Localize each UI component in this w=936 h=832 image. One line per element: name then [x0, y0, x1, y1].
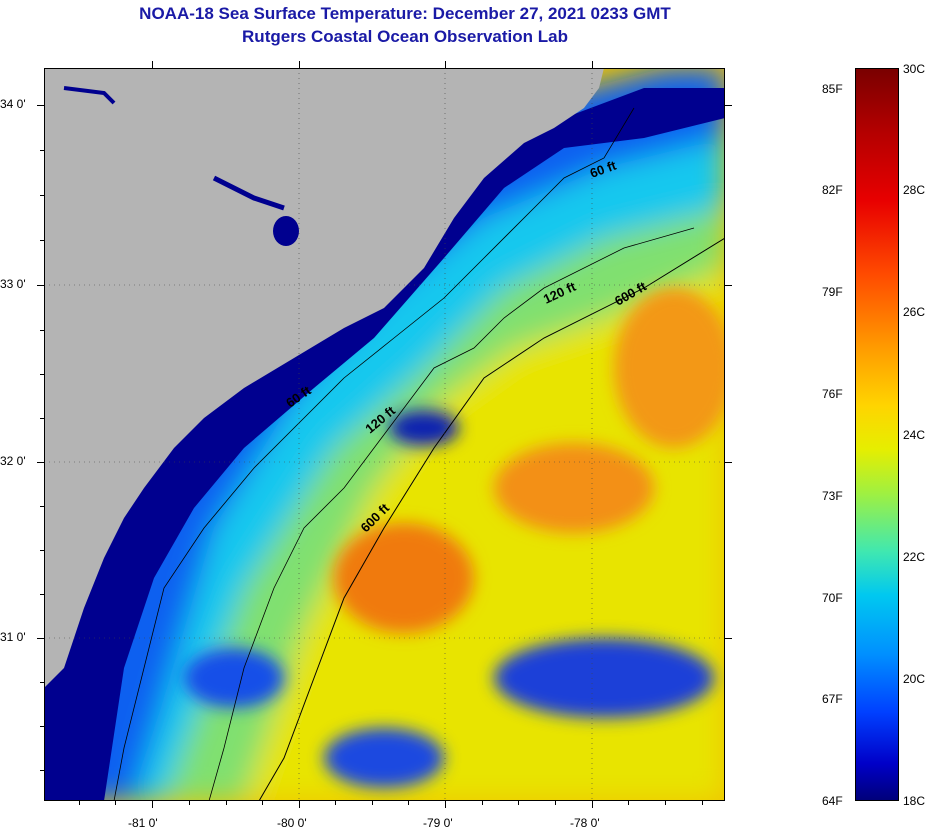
sst-map: 60 ft 120 ft 600 ft 60 ft 120 ft 600 ft [44, 68, 725, 801]
colorbar-fahrenheit-label: 73F [822, 489, 843, 503]
lon-label: -78 0' [570, 816, 600, 830]
colorbar-celsius-label: 22C [903, 550, 926, 564]
cold-patch-2 [494, 638, 714, 718]
lon-label: -79 0' [423, 816, 453, 830]
sst-cyan-band [44, 98, 725, 801]
warm-patch-3 [614, 288, 725, 448]
map-title: NOAA-18 Sea Surface Temperature: Decembe… [139, 4, 671, 23]
land-area [44, 68, 604, 688]
colorbar-fahrenheit-label: 70F [822, 591, 843, 605]
colorbar-celsius-label: 18C [903, 794, 926, 808]
lat-label: 33 0' [0, 277, 26, 291]
colorbar-celsius-label: 24C [903, 428, 926, 442]
isobath-120ft [208, 227, 695, 801]
colorbar-fahrenheit-label: 67F [822, 692, 843, 706]
colorbar-fahrenheit-label: 76F [822, 387, 843, 401]
isobath-60ft [113, 107, 635, 801]
cold-patch-4 [184, 648, 284, 708]
colorbar-celsius-label: 30C [903, 62, 926, 76]
colorbar-fahrenheit-label: 82F [822, 183, 843, 197]
colorbar-celsius-label: 28C [903, 183, 926, 197]
inland-lake [273, 216, 299, 246]
lat-label: 31 0' [0, 630, 26, 644]
lat-label: 34 0' [0, 97, 26, 111]
map-subtitle: Rutgers Coastal Ocean Observation Lab [242, 27, 568, 46]
colorbar-celsius-label: 26C [903, 305, 926, 319]
inland-river-2 [63, 86, 116, 105]
colorbar-fahrenheit-label: 64F [822, 794, 843, 808]
colorbar-celsius-label: 20C [903, 672, 926, 686]
lat-label: 32 0' [0, 454, 26, 468]
warm-patch-1 [334, 523, 474, 633]
colorbar-fahrenheit-label: 85F [822, 82, 843, 96]
lon-label: -80 0' [277, 816, 307, 830]
warm-patch-2 [494, 443, 654, 533]
nearshore-cold-band [44, 88, 725, 801]
colorbar [855, 68, 899, 801]
cold-patch-3 [324, 728, 444, 788]
lon-label: -81 0' [128, 816, 158, 830]
inland-river-1 [212, 175, 285, 211]
colorbar-fahrenheit-label: 79F [822, 285, 843, 299]
